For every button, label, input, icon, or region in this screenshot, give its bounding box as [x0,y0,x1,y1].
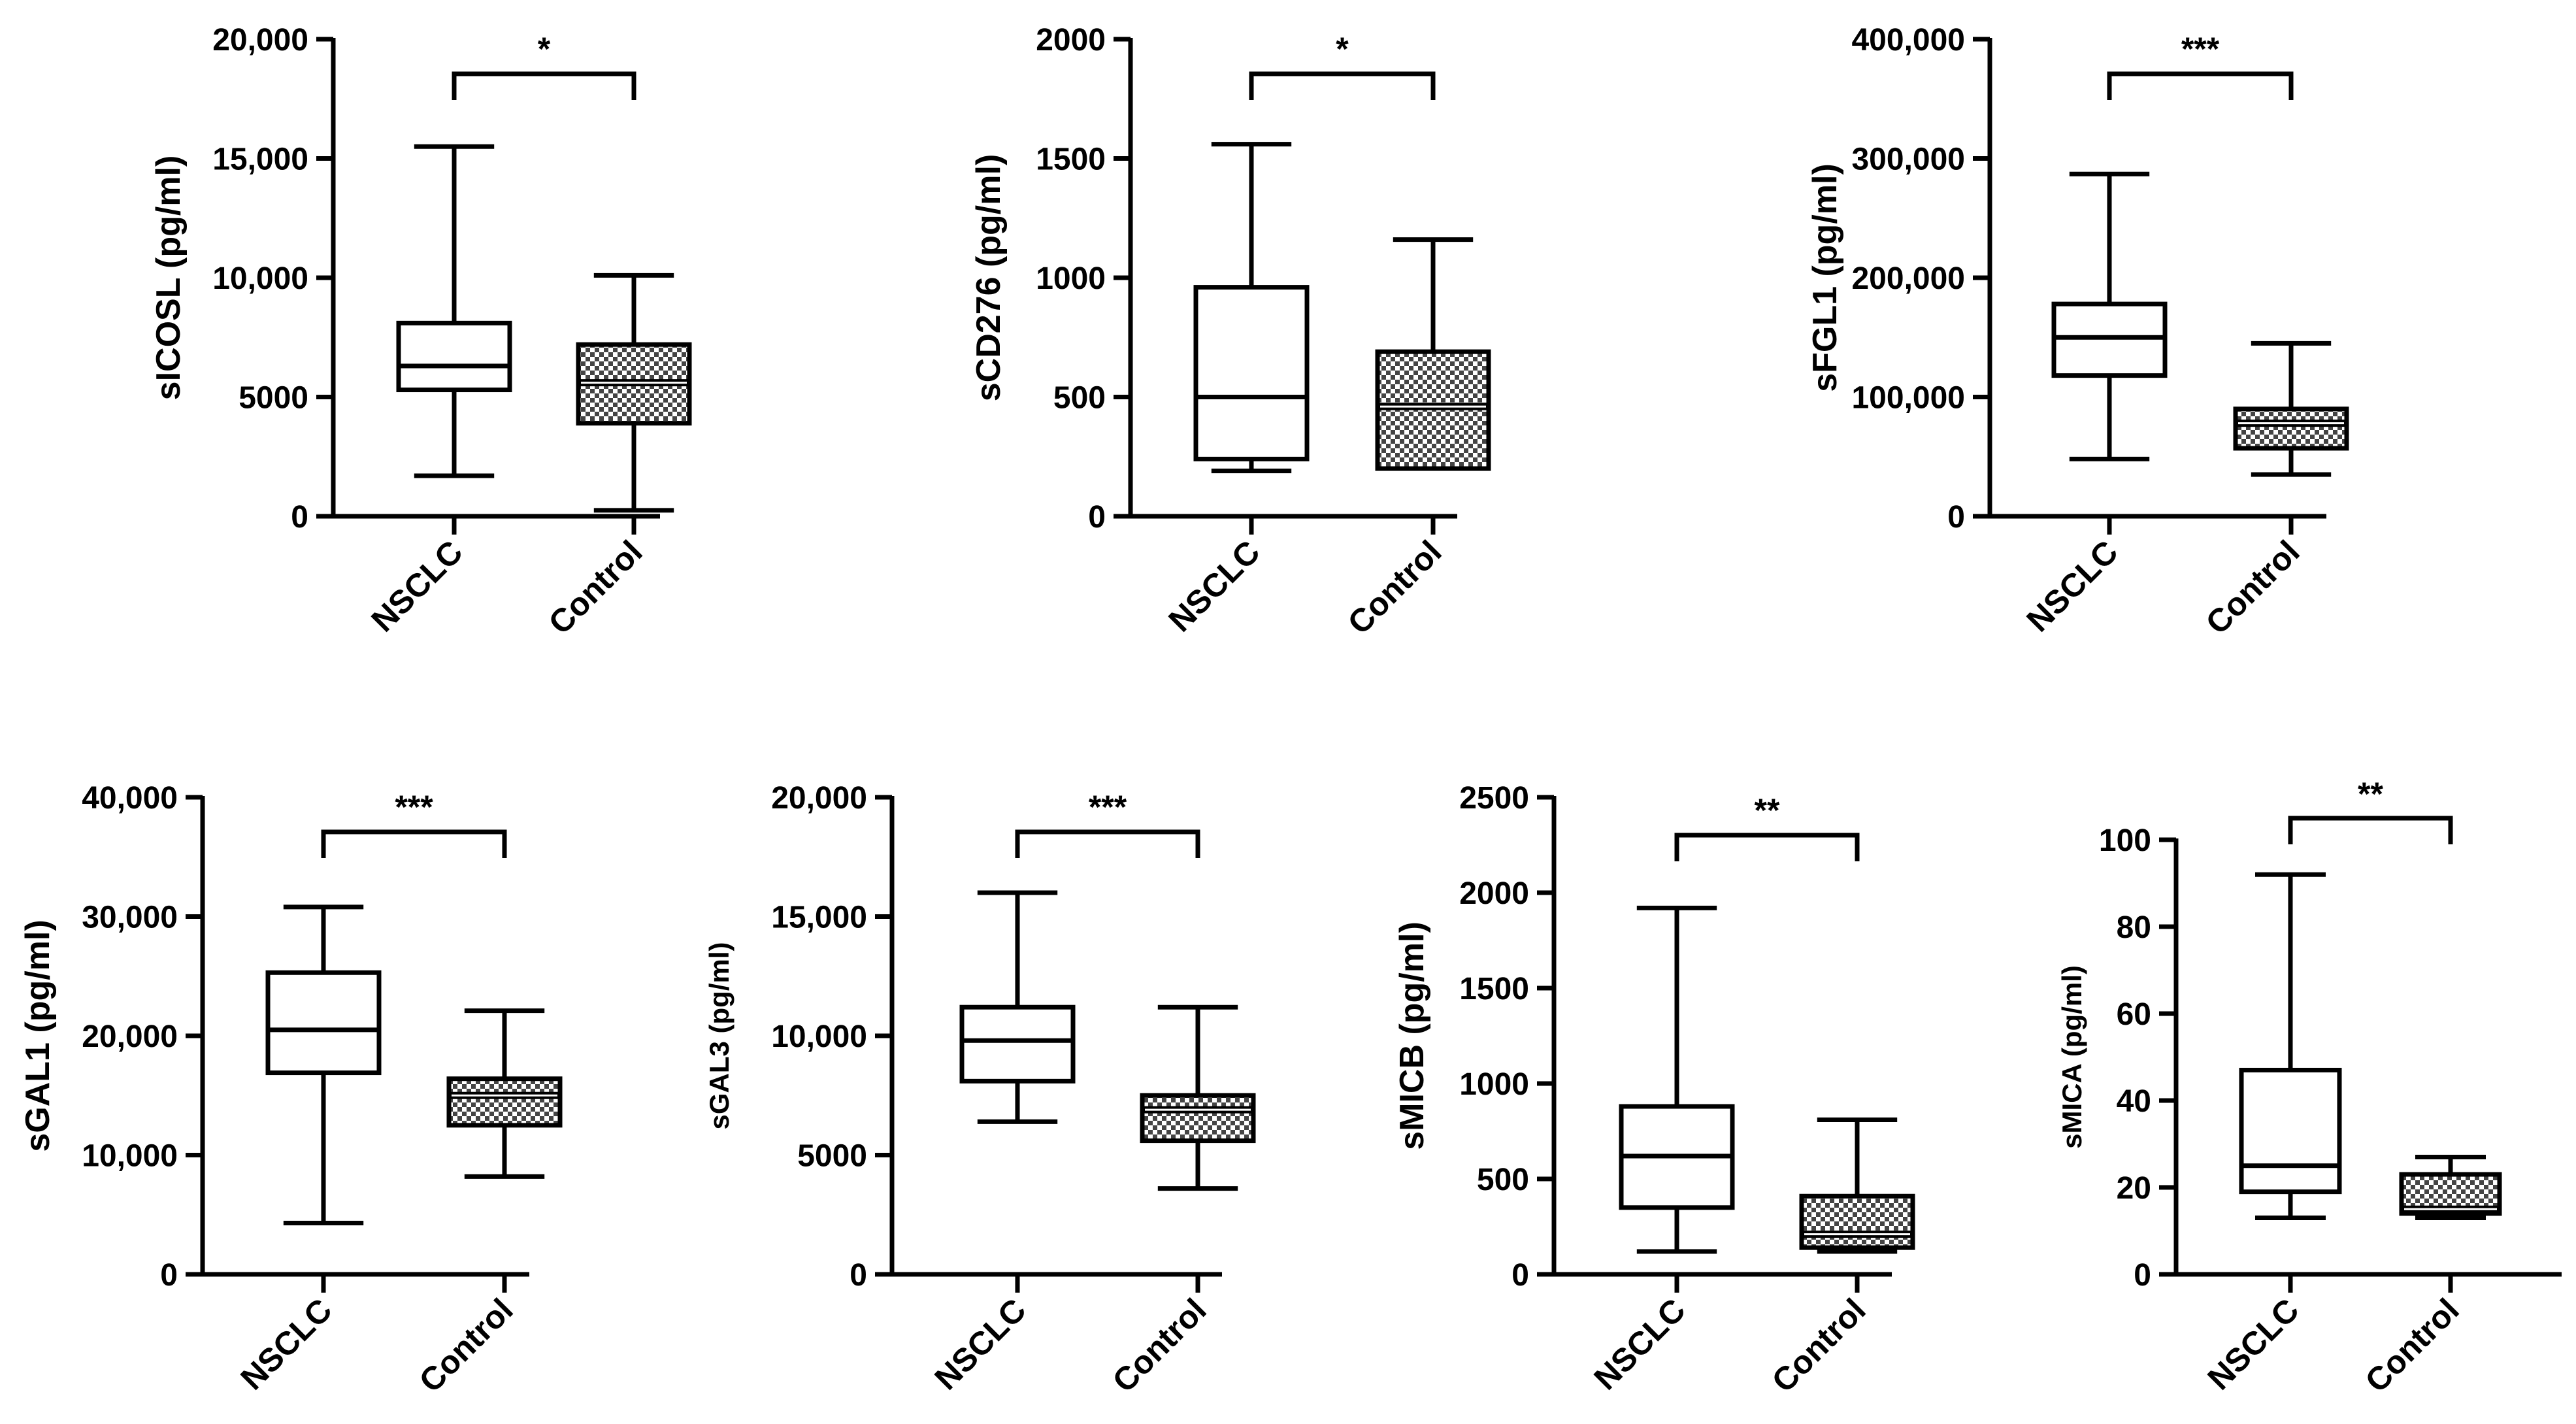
significance-bracket [1674,833,1860,861]
significance-label: *** [2181,31,2220,67]
boxplot-panel: 0 10,000 20,000 30,000 40,000 sGAL1 (pg/ml) NS… [19,781,563,1399]
y-tick-label: 100 [2099,823,2151,858]
significance-label: ** [2358,776,2383,812]
y-tick-label: 0 [160,1258,178,1293]
y-tick-label: 15,000 [212,142,308,177]
y-tick-label: 20,000 [82,1019,178,1054]
y-tick-label: 400,000 [1851,23,1965,58]
significance-bracket [1015,829,1200,858]
y-tick-label: 30,000 [82,901,178,935]
x-tick-label: Control [1106,1291,1214,1399]
y-tick-label: 5000 [797,1139,867,1174]
significance-label: * [1336,31,1349,67]
y-axis-label: sGAL3 (pg/ml) [704,942,735,1129]
significance-label: ** [1755,792,1780,829]
boxplot-panel: 0 20 40 60 80 100 sMICA (pg/ml) NSCLC Control ** [2056,776,2562,1399]
boxplot-panel: 0 5000 10,000 15,000 20,000 sGAL3 (pg/ml) NSCL… [704,781,1256,1399]
y-tick-label: 40 [2117,1084,2151,1119]
y-tick-label: 5000 [239,381,308,416]
iqr-box [2239,1067,2342,1195]
y-axis-label: sICOSL (pg/ml) [150,156,188,401]
y-tick-label: 0 [2134,1258,2151,1293]
iqr-box [396,320,512,393]
y-tick-label: 2000 [1459,876,1529,911]
y-axis-label: sGAL1 (pg/ml) [19,919,57,1151]
x-tick-label: Control [2199,533,2307,641]
x-tick-label: NSCLC [233,1291,339,1397]
y-tick-label: 20,000 [771,781,867,816]
x-tick-label: NSCLC [364,533,469,638]
y-tick-label: 0 [1947,500,1965,535]
y-tick-label: 2500 [1459,781,1529,816]
y-tick-label: 1000 [1459,1067,1529,1102]
x-tick-label: NSCLC [1587,1291,1692,1397]
y-tick-label: 500 [1053,381,1106,416]
y-axis-label: sFGL1 (pg/ml) [1806,163,1844,392]
iqr-box [1799,1193,1915,1250]
x-tick-label: Control [1765,1291,1873,1399]
boxplot-panel: 0 100,000 200,000 300,000 400,000 sFGL1 (pg/m… [1806,23,2349,641]
y-tick-label: 20,000 [212,23,308,58]
x-tick-label: Control [1341,533,1449,641]
y-tick-label: 10,000 [212,261,308,296]
y-axis-label: sMICB (pg/ml) [1393,921,1431,1150]
x-tick-label: NSCLC [1161,533,1266,638]
y-tick-label: 0 [291,500,308,535]
significance-label: *** [395,789,433,825]
significance-bracket [321,829,507,858]
x-tick-label: Control [2358,1291,2466,1399]
significance-bracket [2107,71,2294,100]
significance-bracket [1249,71,1436,100]
y-tick-label: 60 [2117,997,2151,1032]
y-tick-label: 1000 [1036,261,1106,296]
y-tick-label: 0 [1511,1258,1529,1293]
boxplot-panel: 0 5000 10,000 15,000 20,000 sICOSL (pg/ml) NSC… [150,23,692,641]
iqr-box [265,970,382,1076]
y-axis-label: sCD276 (pg/ml) [970,154,1008,402]
iqr-box [1140,1093,1256,1144]
iqr-box [959,1004,1076,1084]
x-tick-label: Control [412,1291,520,1399]
boxplot-panel: 0 500 1000 1500 2000 2500 sMICB (pg/ml) NSCLC Co… [1393,781,1915,1399]
y-tick-label: 1500 [1036,142,1106,177]
iqr-box [2233,406,2349,451]
y-tick-label: 40,000 [82,781,178,816]
y-tick-label: 300,000 [1851,142,1965,177]
y-tick-label: 20 [2117,1171,2151,1206]
iqr-box [446,1076,563,1128]
y-tick-label: 100,000 [1851,381,1965,416]
y-tick-label: 1500 [1459,972,1529,1006]
y-tick-label: 10,000 [82,1139,178,1174]
x-tick-label: NSCLC [927,1291,1032,1397]
y-tick-label: 80 [2117,910,2151,945]
y-tick-label: 2000 [1036,23,1106,58]
y-axis-label: sMICA (pg/ml) [2056,965,2087,1149]
y-tick-label: 200,000 [1851,261,1965,296]
iqr-box [1193,285,1310,461]
y-tick-label: 500 [1477,1163,1529,1197]
significance-label: *** [1089,789,1127,825]
y-tick-label: 10,000 [771,1019,867,1054]
x-tick-label: Control [542,533,650,641]
boxplot-panel: 0 500 1000 1500 2000 sCD276 (pg/ml) NSCLC Contr… [970,23,1491,641]
significance-label: * [538,31,551,67]
x-tick-label: NSCLC [2200,1291,2305,1397]
y-tick-label: 0 [850,1258,867,1293]
x-tick-label: NSCLC [2019,533,2124,638]
y-tick-label: 15,000 [771,901,867,935]
significance-bracket [452,71,636,100]
significance-bracket [2288,816,2453,844]
y-tick-label: 0 [1088,500,1106,535]
iqr-box [2051,301,2168,378]
